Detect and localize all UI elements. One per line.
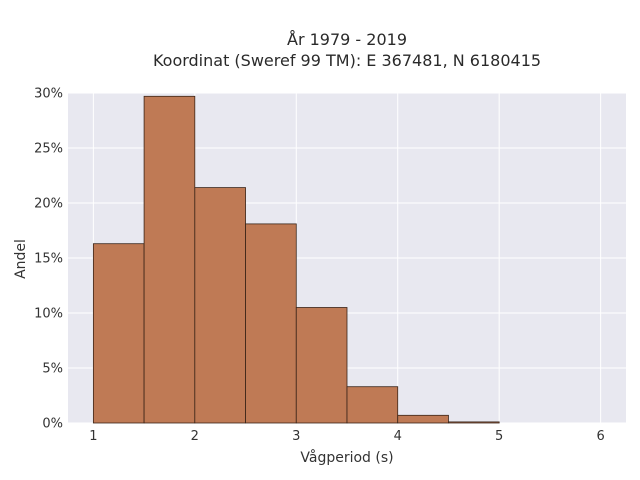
histogram-bar	[448, 421, 500, 424]
x-tick-label: 1	[89, 429, 97, 444]
histogram-bar	[295, 307, 348, 424]
y-tick-label: 0%	[42, 417, 63, 432]
histogram-bar	[143, 95, 196, 424]
y-tick-label: 25%	[34, 142, 63, 157]
histogram-bar	[194, 187, 246, 424]
y-tick-label: 5%	[42, 362, 63, 377]
y-axis-ticks: 0% 5% 10% 15% 20% 25% 30%	[34, 87, 63, 432]
x-axis-label: Vågperiod (s)	[300, 449, 393, 466]
y-tick-label: 20%	[34, 197, 63, 212]
x-axis-ticks: 1 2 3 4 5 6	[89, 429, 605, 444]
y-tick-label: 10%	[34, 307, 63, 322]
y-tick-label: 30%	[34, 87, 63, 102]
histogram-bar	[245, 223, 297, 424]
histogram-bars	[92, 95, 500, 424]
y-axis-label: Andel	[13, 239, 29, 279]
x-tick-label: 2	[191, 429, 199, 444]
y-tick-label: 15%	[34, 252, 63, 267]
chart-title-line2: Koordinat (Sweref 99 TM): E 367481, N 61…	[153, 51, 541, 70]
x-tick-label: 6	[596, 429, 604, 444]
histogram-bar	[92, 243, 145, 424]
x-tick-label: 3	[292, 429, 300, 444]
histogram-bar	[397, 414, 449, 424]
histogram-bar	[346, 386, 399, 424]
chart-title-line1: År 1979 - 2019	[287, 30, 407, 49]
x-tick-label: 4	[394, 429, 402, 444]
x-tick-label: 5	[495, 429, 503, 444]
